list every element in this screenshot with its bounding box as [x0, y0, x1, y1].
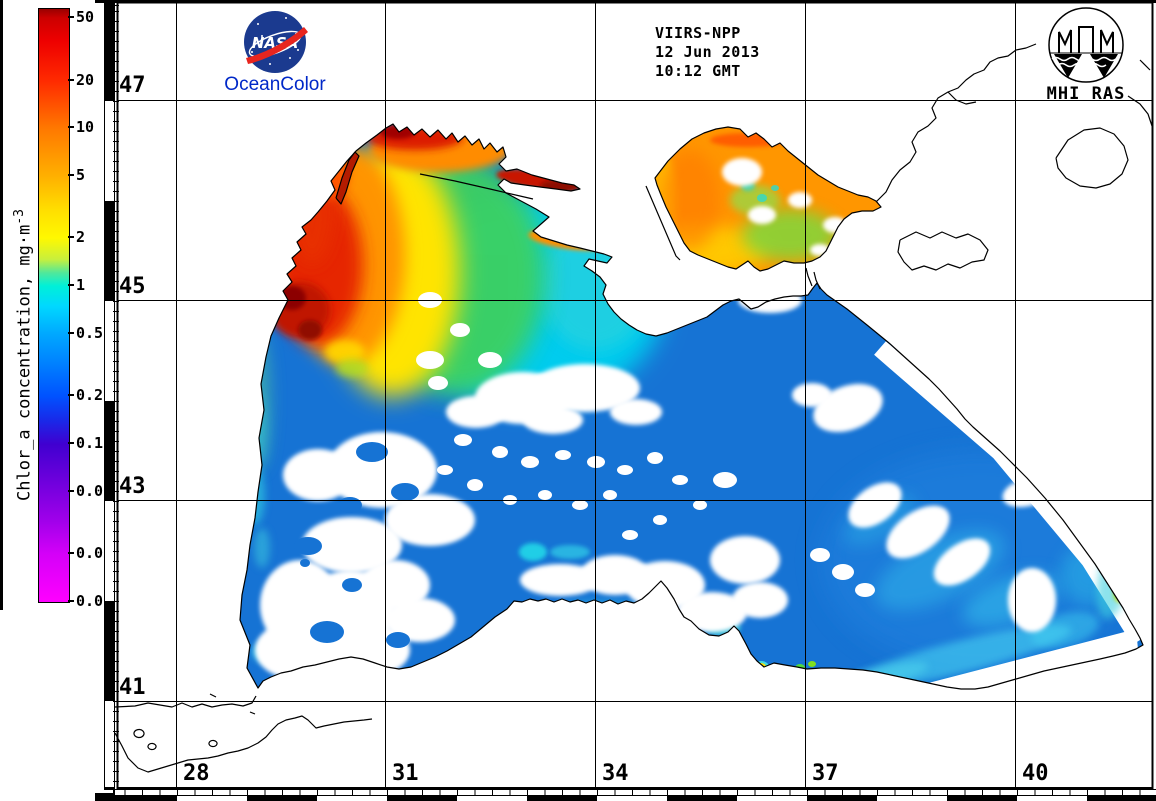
arabat-spit	[645, 185, 681, 261]
black-sea-data-layer	[240, 124, 1143, 689]
lat-label-45: 45	[119, 274, 146, 299]
colorbar-tick-label: 0.2	[76, 386, 104, 404]
colorbar-tick: 0.5	[68, 324, 104, 342]
colorbar-tick-label: 5	[76, 166, 86, 184]
sensor-name: VIIRS-NPP	[655, 24, 741, 42]
lon-label-37: 37	[812, 761, 839, 786]
colorbar-tick: 0.2	[68, 386, 104, 404]
lat-label-41: 41	[119, 675, 146, 700]
colorbar-tick-label: 0.05	[76, 482, 113, 500]
mhi-letters	[1058, 26, 1114, 53]
colorbar-tick: 0.1	[68, 434, 104, 452]
colorbar-tick-label: 1	[76, 276, 86, 294]
lon-label-31: 31	[392, 761, 419, 786]
left-edge-strip	[0, 0, 3, 610]
nasa-logo: NASA	[244, 11, 308, 73]
inland-lake	[1055, 127, 1129, 189]
don-river	[875, 43, 1037, 203]
river-lines	[1127, 59, 1153, 127]
colorbar-gradient	[38, 8, 70, 603]
kuban-lagoons	[897, 231, 989, 271]
colorbar-tick-label: 20	[76, 71, 95, 89]
colorbar-tick: 1	[68, 276, 86, 294]
colorbar-tick: 5	[68, 166, 86, 184]
colorbar-tick-label: 50	[76, 8, 95, 26]
azov-sea-data-layer	[655, 127, 881, 271]
colorbar-tick-label: 0.02	[76, 544, 113, 562]
colorbar-tick-label: 2	[76, 228, 86, 246]
colorbar-tick-label: 0.01	[76, 592, 113, 610]
colorbar-tick-label: 0.5	[76, 324, 104, 342]
longitude-degree-band	[113, 795, 1156, 801]
colorbar-tick: 0.01	[68, 592, 113, 610]
mhi-circle	[1048, 7, 1124, 83]
tendra-spit	[419, 173, 534, 200]
mhi-ras-logo	[1048, 7, 1124, 83]
nasa-swoosh	[246, 27, 308, 64]
colorbar-tick: 2	[68, 228, 86, 246]
colorbar-tick: 0.02	[68, 544, 113, 562]
mhi-ras-label: MHI RAS	[1046, 84, 1126, 104]
mhi-waves-triangles	[1054, 54, 1118, 78]
kerch-strait	[805, 267, 821, 290]
marmara-islands	[133, 693, 256, 751]
marmara-north-coast	[114, 695, 257, 708]
colorbar-tick: 10	[68, 118, 95, 136]
acquisition-date: 12 Jun 2013	[655, 43, 760, 61]
map-border	[116, 1, 1154, 789]
marmara-south-coast	[114, 715, 373, 773]
colorbar-tick: 20	[68, 71, 95, 89]
colorbar-tick: 0.05	[68, 482, 113, 500]
ruler-corner-block	[95, 793, 113, 801]
latitude-minor-ticks	[113, 2, 119, 789]
graticule	[117, 3, 1152, 788]
acquisition-time: 10:12 GMT	[655, 62, 741, 80]
colorbar-tick: 50	[68, 8, 95, 26]
river-branch	[947, 91, 977, 105]
lat-label-43: 43	[119, 474, 146, 499]
cloud-gaps	[255, 287, 1056, 680]
colorbar-tick-label: 0.1	[76, 434, 104, 452]
dniester-liman	[335, 151, 360, 205]
lat-label-47: 47	[119, 73, 146, 98]
lon-label-28: 28	[183, 761, 210, 786]
oceancolor-wordmark: OceanColor	[224, 74, 326, 95]
lon-label-40: 40	[1022, 761, 1049, 786]
lon-label-34: 34	[602, 761, 629, 786]
coastlines	[114, 43, 1153, 773]
colorbar-tick-label: 10	[76, 118, 95, 136]
